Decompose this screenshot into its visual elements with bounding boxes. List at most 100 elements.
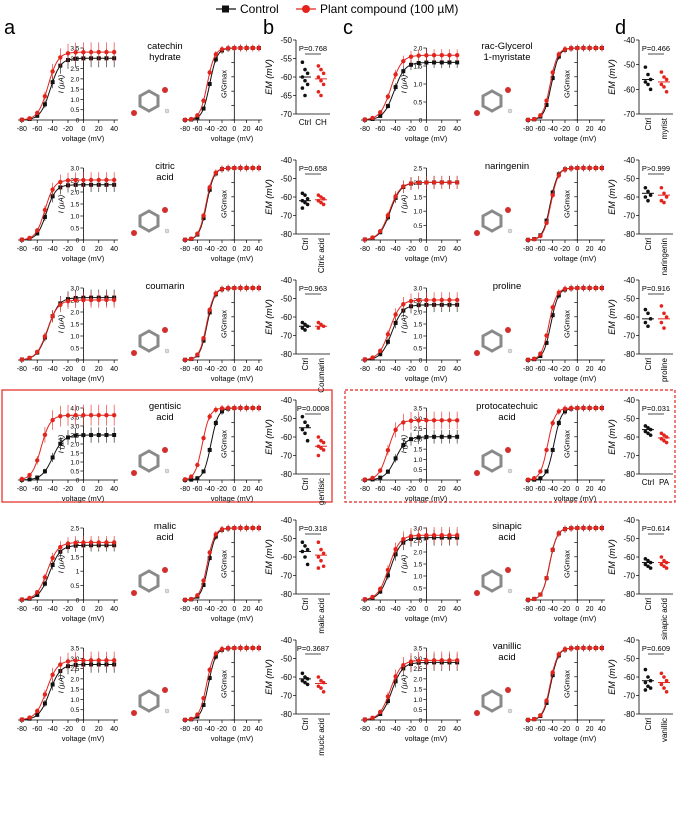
iv-x-tick-label: -20 — [63, 486, 73, 493]
iv-y-tick-label: 1.5 — [413, 194, 422, 201]
gv-x-axis-label: voltage (mV) — [211, 254, 254, 263]
iv-point-compound — [439, 53, 444, 58]
molecule-bond — [147, 89, 160, 98]
em-plot: -80 -70 -60 -50 -40 EM (mV) P=0.658 Ctrl Citric … — [264, 156, 330, 273]
em-y-tick-label: -40 — [623, 396, 635, 405]
iv-x-tick-label: 20 — [95, 486, 103, 493]
em-point-control — [646, 675, 650, 679]
gv-point-compound — [562, 406, 568, 411]
gv-x-tick-label: -60 — [192, 246, 202, 253]
em-y-tick-label: -60 — [623, 553, 635, 562]
iv-point-control — [455, 60, 460, 65]
molecule-bond — [147, 329, 160, 338]
gv-point-compound — [207, 70, 212, 75]
iv-point-compound — [439, 418, 444, 423]
em-point-compound — [316, 566, 321, 570]
em-y-axis-label: EM (mV) — [264, 59, 274, 95]
iv-point-control — [42, 214, 47, 219]
iv-point-compound — [401, 184, 406, 189]
em-point-compound — [662, 200, 666, 205]
gv-point-compound — [225, 46, 231, 51]
iv-point-compound — [111, 540, 117, 545]
gv-point-compound — [550, 547, 555, 553]
iv-x-tick-label: 40 — [110, 606, 118, 613]
gv-point-control — [201, 582, 206, 587]
gv-x-tick-label: -80 — [523, 126, 533, 133]
iv-point-control — [401, 443, 406, 448]
em-point-compound — [664, 315, 669, 319]
gv-y-axis-label: G/Gmax — [219, 430, 228, 458]
iv-point-compound — [58, 544, 63, 550]
iv-x-axis-label: voltage (mV) — [62, 374, 105, 383]
em-point-compound — [316, 90, 321, 94]
gv-x-tick-label: 40 — [255, 606, 263, 613]
em-y-tick-label: -40 — [280, 636, 292, 645]
em-y-tick-label: -40 — [623, 516, 635, 525]
em-point-control — [643, 562, 648, 567]
iv-y-tick-label: 0 — [419, 358, 423, 365]
gv-point-compound — [219, 646, 225, 652]
iv-point-compound — [424, 53, 429, 58]
iv-x-tick-label: 0 — [81, 126, 85, 133]
molecule-bond — [490, 104, 503, 113]
iv-y-tick-label: 4.0 — [70, 406, 79, 413]
molecule-oxygen-atom — [162, 87, 168, 93]
iv-point-control — [385, 469, 390, 474]
gv-point-compound — [544, 220, 549, 226]
iv-y-tick-label: 2.0 — [413, 436, 422, 443]
em-point-control — [305, 682, 310, 687]
iv-x-tick-label: -40 — [391, 126, 401, 133]
gv-point-control — [550, 313, 555, 318]
iv-point-compound — [35, 110, 40, 116]
iv-point-compound — [81, 297, 86, 303]
gv-point-compound — [201, 213, 206, 218]
gv-point-compound — [550, 70, 555, 75]
iv-point-control — [447, 434, 452, 439]
gv-point-compound — [581, 645, 586, 651]
iv-y-tick-label: 2.0 — [413, 46, 422, 53]
gv-x-tick-label: 0 — [575, 246, 579, 253]
iv-point-compound — [19, 357, 25, 362]
em-point-control — [303, 431, 307, 436]
iv-point-compound — [81, 413, 86, 418]
iv-point-compound — [454, 418, 460, 423]
gv-x-tick-label: 40 — [255, 726, 263, 733]
gv-point-compound — [201, 695, 206, 701]
iv-point-compound — [424, 658, 429, 663]
em-y-tick-label: -60 — [280, 313, 292, 322]
iv-point-control — [378, 352, 383, 357]
iv-x-tick-label: -20 — [63, 726, 73, 733]
iv-point-compound — [88, 49, 94, 55]
gv-point-compound — [593, 525, 598, 531]
gv-x-tick-label: -40 — [205, 486, 215, 493]
em-point-control — [303, 93, 307, 98]
iv-point-compound — [65, 413, 71, 418]
iv-point-compound — [447, 180, 452, 185]
em-y-tick-label: -70 — [280, 110, 292, 119]
em-y-tick-label: -80 — [280, 350, 292, 359]
molecule-oxygen-atom — [505, 447, 511, 453]
iv-point-compound — [408, 181, 414, 186]
em-y-axis-label: EM (mV) — [264, 299, 274, 335]
em-y-tick-label: -60 — [280, 433, 292, 442]
compound-label: sinapic — [492, 521, 522, 532]
gv-x-tick-label: -80 — [523, 486, 533, 493]
iv-point-compound — [370, 594, 375, 600]
molecule-bond — [481, 104, 494, 113]
gv-point-compound — [587, 285, 592, 291]
gv-point-compound — [238, 525, 243, 531]
iv-point-compound — [439, 297, 444, 303]
iv-point-control — [378, 589, 383, 594]
gv-x-tick-label: -80 — [523, 606, 533, 613]
iv-point-compound — [104, 177, 109, 183]
iv-x-tick-label: 0 — [424, 726, 428, 733]
iv-x-tick-label: -60 — [32, 606, 42, 613]
gv-y-axis-label: G/Gmax — [219, 670, 228, 698]
iv-y-axis-label: I (µA) — [399, 74, 408, 93]
em-point-compound — [659, 682, 664, 687]
molecule-bond — [147, 584, 160, 593]
iv-x-tick-label: 20 — [95, 126, 103, 133]
